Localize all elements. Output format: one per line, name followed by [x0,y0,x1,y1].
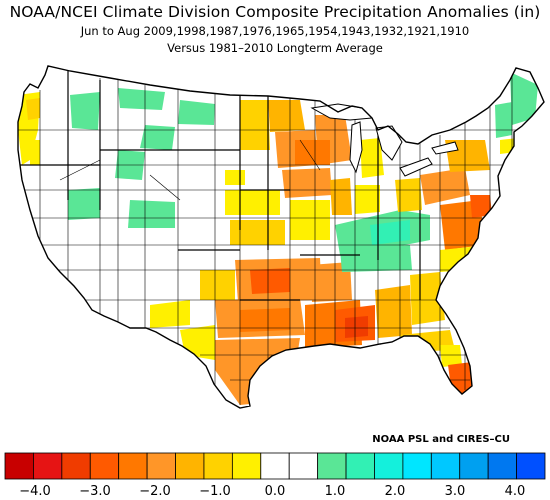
region-mass [500,138,518,154]
colorbar-tick-label: −4.0 [19,484,51,499]
region-idaho-south [68,188,100,220]
colorbar-swatch [317,452,347,480]
state-borders [20,70,421,301]
region-illinois [330,178,352,215]
region-montana-south [140,125,175,150]
colorbar-tick-label: 0.0 [265,484,286,499]
region-montana-west [118,88,165,110]
region-nm-south [150,300,190,328]
region-arkansas [310,262,352,302]
region-georgia [410,272,445,325]
colorbar-tick-label: −2.0 [139,484,171,499]
colorbar-swatch [288,452,319,480]
map-subtitle: Jun to Aug 2009,1998,1987,1976,1965,1954… [80,24,470,38]
region-kansas [230,220,285,245]
great-lakes [310,103,459,177]
colorbar-tick-label: 4.0 [505,484,526,499]
region-pennsylvania [420,168,470,205]
region-iowa [282,168,332,198]
lake-ontario [431,141,459,155]
colorbar-tick-label: −1.0 [199,484,231,499]
colorbar-swatch [260,452,290,480]
colorbar: −4.0 −3.0 −2.0 −1.0 0.0 1.0 2.0 3.0 4.0 [4,452,546,499]
region-mn-core [295,140,330,165]
us-precip-anomaly-map [17,65,545,409]
region-nebraska [225,190,280,215]
region-alabama [375,285,412,338]
colorbar-swatch [231,452,262,480]
colorbar-swatch [516,452,546,480]
colorbar-swatch [118,452,148,480]
colorbar-swatch [430,452,461,480]
region-colorado [128,200,175,228]
region-wa-sound [26,98,40,120]
map-title: NOAA/NCEI Climate Division Composite Pre… [9,3,541,21]
colorbar-swatch [175,452,205,480]
colorbar-swatch [345,452,375,480]
lake-erie [399,157,433,177]
region-maine [510,72,538,125]
region-or-valley [30,140,40,165]
region-ok-core [250,268,290,294]
colorbar-swatch [374,452,404,480]
colorbar-tick-label: 3.0 [445,484,466,499]
region-montana-central [178,100,215,125]
region-minnesota-north [268,100,305,132]
region-texas-central [240,308,290,332]
credit-label: NOAA PSL and CIRES–CU [372,434,510,445]
region-new-mexico-east [200,270,235,300]
region-dakota-east [240,100,270,150]
region-vermont-nh [495,102,512,138]
colorbar-swatch [487,452,517,480]
region-indiana [355,185,380,214]
title-block: NOAA/NCEI Climate Division Composite Pre… [0,0,550,55]
region-ms-core [345,316,368,338]
colorbar-swatch [402,452,432,480]
region-tennessee [340,245,412,272]
colorbar-swatch [33,452,63,480]
region-ohio [395,178,422,212]
colorbar-swatch [203,452,233,480]
region-maryland [470,195,492,218]
colorbar-swatch [146,452,176,480]
colorbar-tick-label: −3.0 [79,484,111,499]
colorbar-swatch [61,452,91,480]
colorbar-tick-label: 1.0 [325,484,346,499]
lake-michigan [349,121,363,174]
region-dakotas-west [225,170,245,185]
region-florida-central [440,345,462,367]
region-north-idaho [70,92,100,130]
colorbar-swatch [89,452,120,480]
colorbar-swatch [459,452,489,480]
map-baseline: Versus 1981–2010 Longterm Average [167,41,383,55]
colorbar-swatch [4,452,34,480]
colorbar-tick-label: 2.0 [385,484,406,499]
region-missouri [290,200,330,240]
